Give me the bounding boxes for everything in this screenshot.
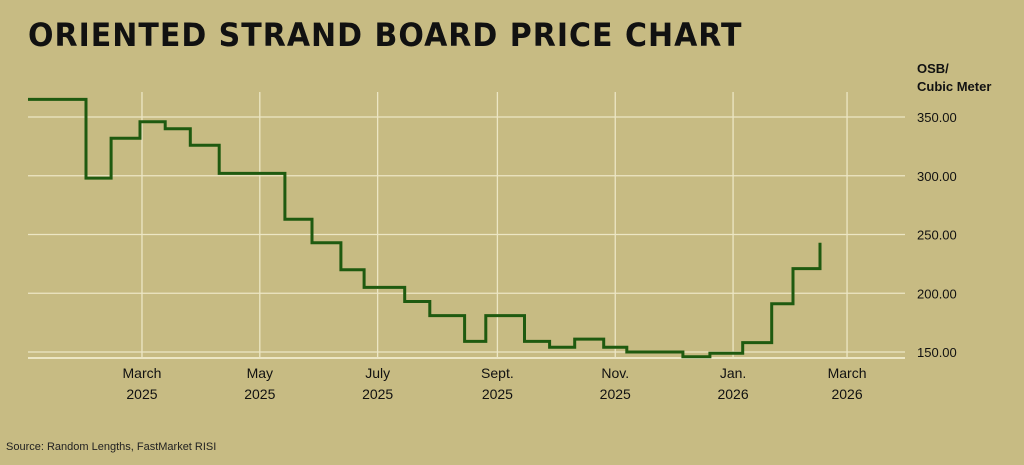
x-tick-label-month: Sept. [481, 365, 514, 381]
x-tick-label-year: 2025 [600, 386, 631, 402]
page-title: ORIENTED STRAND BOARD PRICE CHART [28, 16, 743, 55]
x-tick-label-month: March [123, 365, 162, 381]
source-note: Source: Random Lengths, FastMarket RISI [6, 441, 217, 453]
x-tick-label-month: July [365, 365, 390, 381]
y-tick-label: 250.00 [917, 228, 957, 243]
y-axis-unit-line-1: OSB/ [917, 61, 949, 76]
series-layer [27, 97, 822, 359]
y-tick-label: 350.00 [917, 110, 957, 125]
x-tick-label-month: Jan. [720, 365, 746, 381]
grid-layer [28, 92, 905, 359]
tick-label-layer: 350.00 300.00 250.00 200.00 150.00 March 2025 M… [123, 110, 957, 402]
y-axis-unit-line-2: Cubic Meter [917, 79, 992, 94]
x-tick-label-month: Nov. [601, 365, 629, 381]
x-tick-label-year: 2025 [244, 386, 275, 402]
x-tick-label-year: 2025 [362, 386, 393, 402]
series-line-osb-price [28, 97, 822, 359]
y-tick-label: 300.00 [917, 169, 957, 184]
x-tick-label-year: 2025 [482, 386, 513, 402]
x-tick-label-year: 2026 [831, 386, 862, 402]
y-tick-label: 150.00 [917, 345, 957, 360]
x-tick-label-year: 2026 [717, 386, 748, 402]
x-tick-label-year: 2025 [126, 386, 157, 402]
x-tick-label-month: March [828, 365, 867, 381]
y-axis-unit-label: OSB/ Cubic Meter [917, 60, 991, 96]
x-tick-label-month: May [247, 365, 273, 381]
y-tick-label: 200.00 [917, 286, 957, 301]
